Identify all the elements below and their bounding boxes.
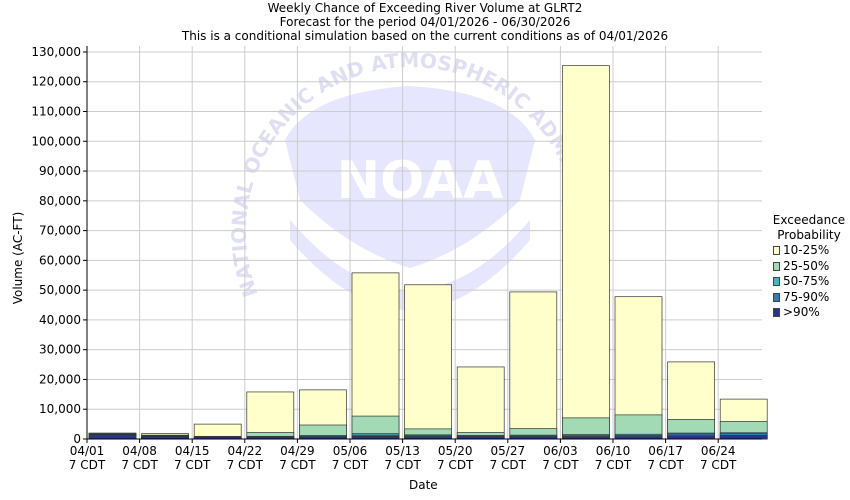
x-tick-label: 06/24 [701,444,736,458]
bar-90-04-01 [88,434,137,440]
x-tick-sublabel: 7 CDT [69,458,106,472]
legend-item: >90% [770,305,848,321]
x-tick-label: 05/06 [333,444,368,458]
x-tick-label: 05/20 [438,444,473,458]
chart-title: Weekly Chance of Exceeding River Volume … [267,1,583,15]
bar-1025-06-03 [562,65,610,440]
legend-title-line1: Exceedance [772,213,846,227]
y-tick-label: 110,000 [31,105,81,119]
bar-90-06-24 [719,435,768,440]
noaa-watermark-text: NOAA [337,151,504,211]
x-tick-sublabel: 7 CDT [332,458,369,472]
y-tick-label: 30,000 [39,343,81,357]
x-tick-sublabel: 7 CDT [384,458,421,472]
y-tick-label: 70,000 [39,224,81,238]
x-tick-sublabel: 7 CDT [595,458,632,472]
x-tick-label: 06/17 [648,444,683,458]
legend: Exceedance Probability 10-25% 25-50% 50-… [770,213,848,321]
x-tick-sublabel: 7 CDT [227,458,264,472]
y-tick-label: 40,000 [39,313,81,327]
y-tick-label: 120,000 [31,75,81,89]
x-tick-label: 04/29 [280,444,315,458]
legend-title-line2: Probability [777,228,841,242]
x-tick-sublabel: 7 CDT [174,458,211,472]
y-tick-label: 20,000 [39,372,81,386]
y-axis-label: Volume (AC-FT) [11,211,25,305]
legend-item: 10-25% [770,243,848,259]
x-tick-sublabel: 7 CDT [121,458,158,472]
chart-subtitle: Forecast for the period 04/01/2026 - 06/… [279,15,571,29]
bars [88,65,768,440]
y-tick-label: 0 [73,432,81,446]
noaa-bird-shape [285,86,535,268]
legend-label: 75-90% [783,289,830,304]
y-tick-label: 130,000 [31,45,81,59]
axes: 0 10,000 20,000 30,000 40,000 50,000 60,000 70,… [31,45,762,472]
legend-item: 25-50% [770,259,848,275]
x-tick-sublabel: 7 CDT [647,458,684,472]
y-tick-label: 10,000 [39,402,81,416]
legend-label: 50-75% [783,274,830,288]
legend-item: 75-90% [770,290,848,306]
legend-item: 50-75% [770,274,848,290]
bar-1025-04-22 [246,391,295,440]
x-axis-label: Date [409,478,438,492]
x-tick-sublabel: 7 CDT [437,458,474,472]
y-tick-label: 100,000 [31,134,81,148]
x-tick-sublabel: 7 CDT [279,458,316,472]
y-tick-label: 80,000 [39,194,81,208]
x-tick-label: 06/10 [596,444,631,458]
bar-1025-05-27 [509,291,558,440]
x-tick-label: 05/27 [491,444,526,458]
legend-swatch [773,261,780,271]
x-tick-label: 05/13 [385,444,420,458]
x-tick-sublabel: 7 CDT [490,458,527,472]
bar-1025-05-06 [351,272,400,440]
legend-swatch [773,277,780,286]
legend-label: >90% [783,305,820,319]
chart-note: This is a conditional simulation based o… [181,29,669,43]
legend-swatch [773,246,780,255]
x-tick-label: 04/08 [122,444,157,458]
y-tick-label: 90,000 [39,164,81,178]
x-tick-sublabel: 7 CDT [542,458,579,472]
legend-swatch [773,308,780,317]
x-tick-sublabel: 7 CDT [700,458,737,472]
y-tick-label: 50,000 [39,283,81,297]
x-tick-label: 04/15 [175,444,210,458]
legend-label: 10-25% [783,243,830,257]
x-tick-label: 04/01 [70,444,105,458]
legend-label: 25-50% [783,258,830,273]
bar-1025-05-13 [404,284,452,440]
bar-1025-05-20 [456,366,505,440]
x-tick-label: 04/22 [228,444,263,458]
x-tick-label: 06/03 [543,444,578,458]
y-tick-label: 60,000 [39,253,81,267]
legend-swatch [773,292,780,302]
